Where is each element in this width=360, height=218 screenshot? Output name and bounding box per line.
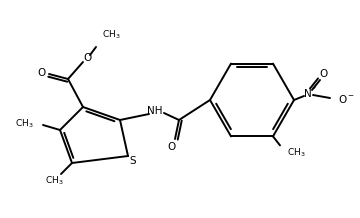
Text: O: O — [38, 68, 46, 78]
Text: O: O — [319, 69, 327, 79]
Text: CH$_3$: CH$_3$ — [102, 29, 121, 41]
Text: O: O — [168, 142, 176, 152]
Text: CH$_3$: CH$_3$ — [287, 146, 306, 159]
Text: CH$_3$: CH$_3$ — [15, 118, 34, 130]
Text: N: N — [304, 89, 312, 99]
Text: CH$_3$: CH$_3$ — [45, 175, 63, 187]
Text: $^+$: $^+$ — [310, 85, 318, 94]
Text: O: O — [83, 53, 91, 63]
Text: NH: NH — [147, 106, 163, 116]
Text: S: S — [130, 156, 136, 166]
Text: O$^-$: O$^-$ — [338, 93, 355, 105]
